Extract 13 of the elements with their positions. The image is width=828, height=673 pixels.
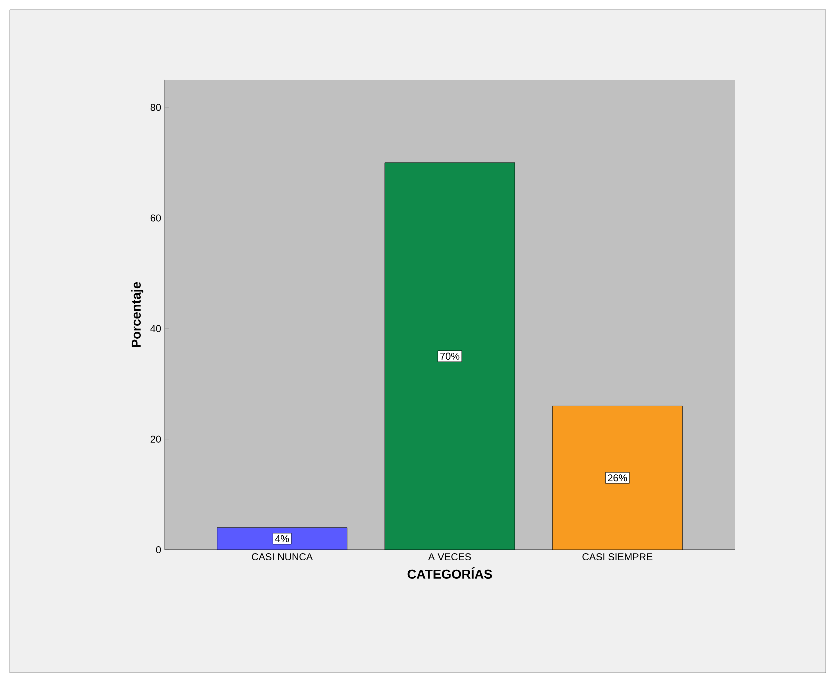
- y-tick-label: 20: [150, 436, 162, 443]
- data-label: 70%: [440, 352, 460, 360]
- x-tick-label: CASI SIEMPRE: [582, 553, 653, 560]
- data-label: 4%: [275, 535, 290, 542]
- y-tick-label: 0: [156, 546, 162, 554]
- y-tick-label: 60: [150, 214, 162, 222]
- y-tick-label: 80: [150, 104, 162, 112]
- y-axis-title: Porcentaje: [131, 282, 144, 348]
- data-label: 26%: [608, 474, 628, 482]
- x-tick-label: CASI NUNCA: [252, 553, 314, 560]
- x-tick-label: A VECES: [428, 553, 472, 560]
- y-tick-label: 40: [150, 325, 162, 332]
- x-axis-title: CATEGORÍAS: [408, 567, 492, 579]
